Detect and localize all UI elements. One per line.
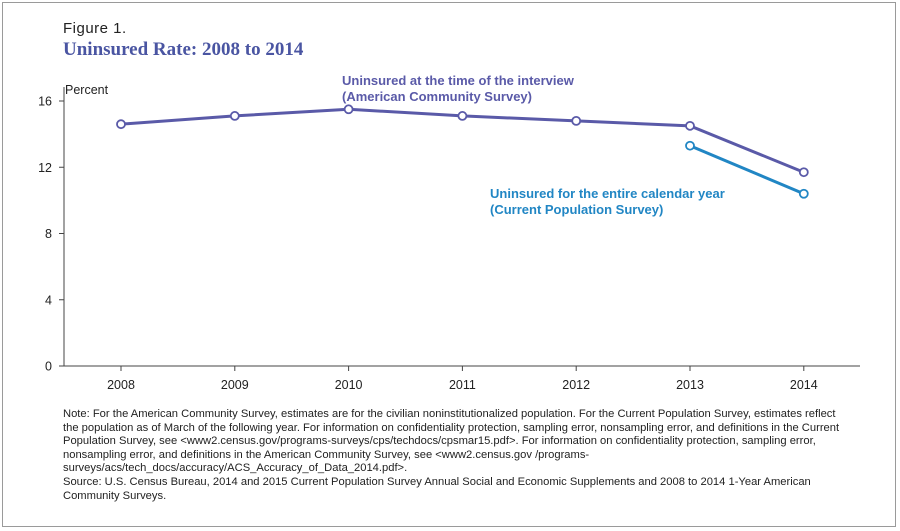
note-text: Note: For the American Community Survey,… <box>63 408 840 475</box>
x-tick-label: 2014 <box>790 378 818 392</box>
series-1-point <box>685 120 695 131</box>
series-2-label-line2: (Current Population Survey) <box>490 202 663 217</box>
chart-series <box>116 104 809 199</box>
series-2-label-line1: Uninsured for the entire calendar year <box>490 186 725 201</box>
source-text: Source: U.S. Census Bureau, 2014 and 201… <box>63 475 811 502</box>
y-tick-label: 0 <box>45 360 52 374</box>
series-1-point <box>571 115 582 126</box>
series-2-point <box>685 140 695 151</box>
figure-label: Figure 1. <box>63 20 127 37</box>
series-1-point <box>116 119 126 130</box>
x-tick-label: 2008 <box>107 378 135 392</box>
series-1-point <box>798 167 809 178</box>
y-tick-label: 16 <box>38 95 52 109</box>
chart-annotations: Uninsured at the time of the interview(A… <box>342 73 725 217</box>
x-tick-label: 2012 <box>562 378 590 392</box>
y-tick-label: 8 <box>45 227 52 241</box>
chart-note: Note: For the American Community Survey,… <box>63 408 853 503</box>
series-1-label-line1: Uninsured at the time of the interview <box>342 73 575 88</box>
series-1-point <box>343 104 354 115</box>
y-tick-label: 12 <box>38 161 52 175</box>
x-tick-label: 2011 <box>449 378 476 392</box>
series-line-2 <box>689 144 805 196</box>
series-1-point <box>229 111 240 121</box>
chart-axes: 0 4 8 12 16 2008 2009 2010 2011 2012 2013 2014 <box>38 87 860 392</box>
y-tick-label: 4 <box>45 293 52 307</box>
series-1-point <box>457 111 468 121</box>
series-1-label-line2: (American Community Survey) <box>342 89 532 104</box>
chart-title: Uninsured Rate: 2008 to 2014 <box>63 39 304 60</box>
series-2-point <box>798 188 809 199</box>
x-tick-label: 2009 <box>221 378 249 392</box>
x-tick-label: 2010 <box>335 378 363 392</box>
x-tick-label: 2013 <box>676 378 704 392</box>
y-axis-label: Percent <box>65 83 109 97</box>
